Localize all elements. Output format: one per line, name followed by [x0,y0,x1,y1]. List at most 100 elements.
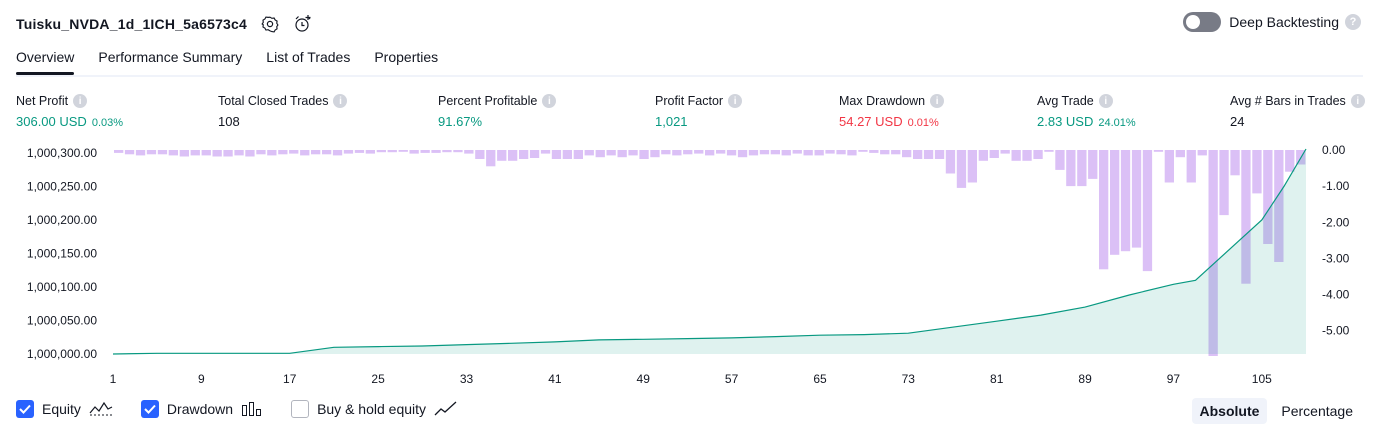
add-alert-icon[interactable] [293,14,313,34]
deep-backtesting-toggle[interactable] [1183,12,1222,32]
drawdown-bar [212,150,222,157]
drawdown-bar [1175,150,1185,158]
help-icon[interactable]: ? [1345,14,1361,30]
info-icon[interactable]: i [728,94,743,108]
x-axis-tick-label: 33 [460,372,474,386]
right-axis-tick-label: -4.00 [1322,288,1350,302]
metric-profit-factor: Profit Factor i 1,021 [655,93,743,129]
legend-buy-hold-equity[interactable]: Buy & hold equity [291,400,458,418]
left-axis: 1,000,300.00 1,000,250.00 1,000,200.00 1,00… [27,146,97,361]
metric-value: 1,021 [655,114,742,129]
info-icon[interactable]: i [1350,94,1365,108]
drawdown-bar [1088,150,1098,179]
drawdown-bar [934,150,945,159]
drawdown-bar [595,150,605,158]
drawdown-bar [967,150,977,183]
left-axis-tick-label: 1,000,100.00 [27,280,97,294]
checkbox-equity[interactable] [16,400,34,418]
metric-percent-profitable: Percent Profitable i 91.67% [438,93,557,129]
drawdown-bar [705,150,715,156]
info-icon[interactable]: i [333,94,348,108]
x-axis-tick-label: 73 [902,372,916,386]
equity-area-icon [89,401,113,417]
metric-value-text: 2.83 USD [1037,114,1094,129]
drawdown-bar [124,150,135,155]
info-icon[interactable]: i [930,94,945,108]
legend-drawdown[interactable]: Drawdown [140,400,263,418]
drawdown-bar [540,150,551,154]
metric-value-text: 108 [218,114,240,129]
drawdown-bar [486,150,496,167]
view-mode-switch: Absolute Percentage [1186,398,1362,424]
tab-list-of-trades[interactable]: List of Trades [266,49,351,65]
equity-line [112,148,1307,355]
drawdown-bar [1022,150,1032,161]
metric-value-text: 1,021 [655,114,688,129]
drawdown-bar [956,150,967,188]
left-axis-tick-label: 1,000,250.00 [27,180,97,194]
checkbox-drawdown[interactable] [140,400,159,418]
metric-net-profit: Net Profit i 306.00 USD 0.03% [16,93,123,129]
drawdown-bar [891,150,901,155]
metric-label: Max Drawdown i [839,93,945,109]
info-icon[interactable]: i [1098,94,1113,108]
drawdown-bar [201,150,211,156]
drawdown-bar [858,150,868,152]
x-axis-tick-label: 81 [990,372,1004,386]
drawdown-bar [1120,150,1131,252]
drawdown-bar [1077,150,1087,187]
drawdown-bar [781,150,791,156]
drawdown-bar [1219,150,1229,216]
tab-performance-summary[interactable]: Performance Summary [98,49,243,65]
drawdown-bar [311,150,321,155]
buy-hold-line-icon [434,401,458,417]
drawdown-bar [256,150,266,155]
percentage-button[interactable]: Percentage [1281,403,1353,419]
drawdown-bar [880,150,890,155]
metric-label: Net Profit i [16,93,123,109]
drawdown-bar [190,150,200,156]
drawdown-bar [1099,150,1109,270]
left-axis-tick-label: 1,000,050.00 [27,314,97,328]
toggle-knob [1186,15,1201,29]
metric-value-text: 306.00 USD [16,114,87,129]
right-axis-tick-label: -5.00 [1322,324,1350,338]
metric-percent: 24.01% [1098,117,1136,129]
info-icon[interactable]: i [542,94,557,108]
drawdown-bar [1142,150,1153,272]
left-axis-tick-label: 1,000,150.00 [27,247,97,261]
drawdown-bars [114,150,1306,356]
drawdown-bar [453,150,463,153]
legend-equity[interactable]: Equity [16,400,113,418]
checkbox-buy-hold-equity[interactable] [291,400,310,418]
right-axis-tick-label: -2.00 [1322,215,1350,229]
drawdown-bar [814,150,824,156]
drawdown-bar [1241,150,1251,284]
x-axis-tick-label: 9 [198,372,205,386]
drawdown-bar [759,150,770,155]
metric-label-text: Avg Trade [1037,94,1094,108]
metric-value: 54.27 USD 0.01% [839,114,944,129]
tab-properties[interactable]: Properties [374,49,439,65]
drawdown-bar [376,150,386,153]
drawdown-bar [902,150,912,158]
gear-icon[interactable] [261,15,279,33]
drawdown-bar [1131,150,1142,248]
drawdown-bar [1197,150,1207,156]
drawdown-bar [672,150,682,156]
metric-value: 24 [1230,114,1365,129]
metric-value: 108 [218,114,347,129]
metric-label-text: Net Profit [16,94,69,108]
x-axis-tick-label: 17 [283,372,297,386]
drawdown-bar [497,150,507,161]
info-icon[interactable]: i [73,94,88,108]
drawdown-bar [989,150,999,158]
absolute-button[interactable]: Absolute [1191,398,1268,424]
equity-drawdown-chart[interactable]: 1,000,300.00 1,000,250.00 1,000,200.00 1,00… [0,140,1379,390]
x-axis-tick-label: 41 [548,372,562,386]
metric-label-text: Max Drawdown [839,94,926,108]
drawdown-bar [508,150,518,161]
tab-overview[interactable]: Overview [16,46,75,75]
deep-backtesting: Deep Backtesting ? [1183,12,1361,32]
drawdown-bar [245,150,255,157]
